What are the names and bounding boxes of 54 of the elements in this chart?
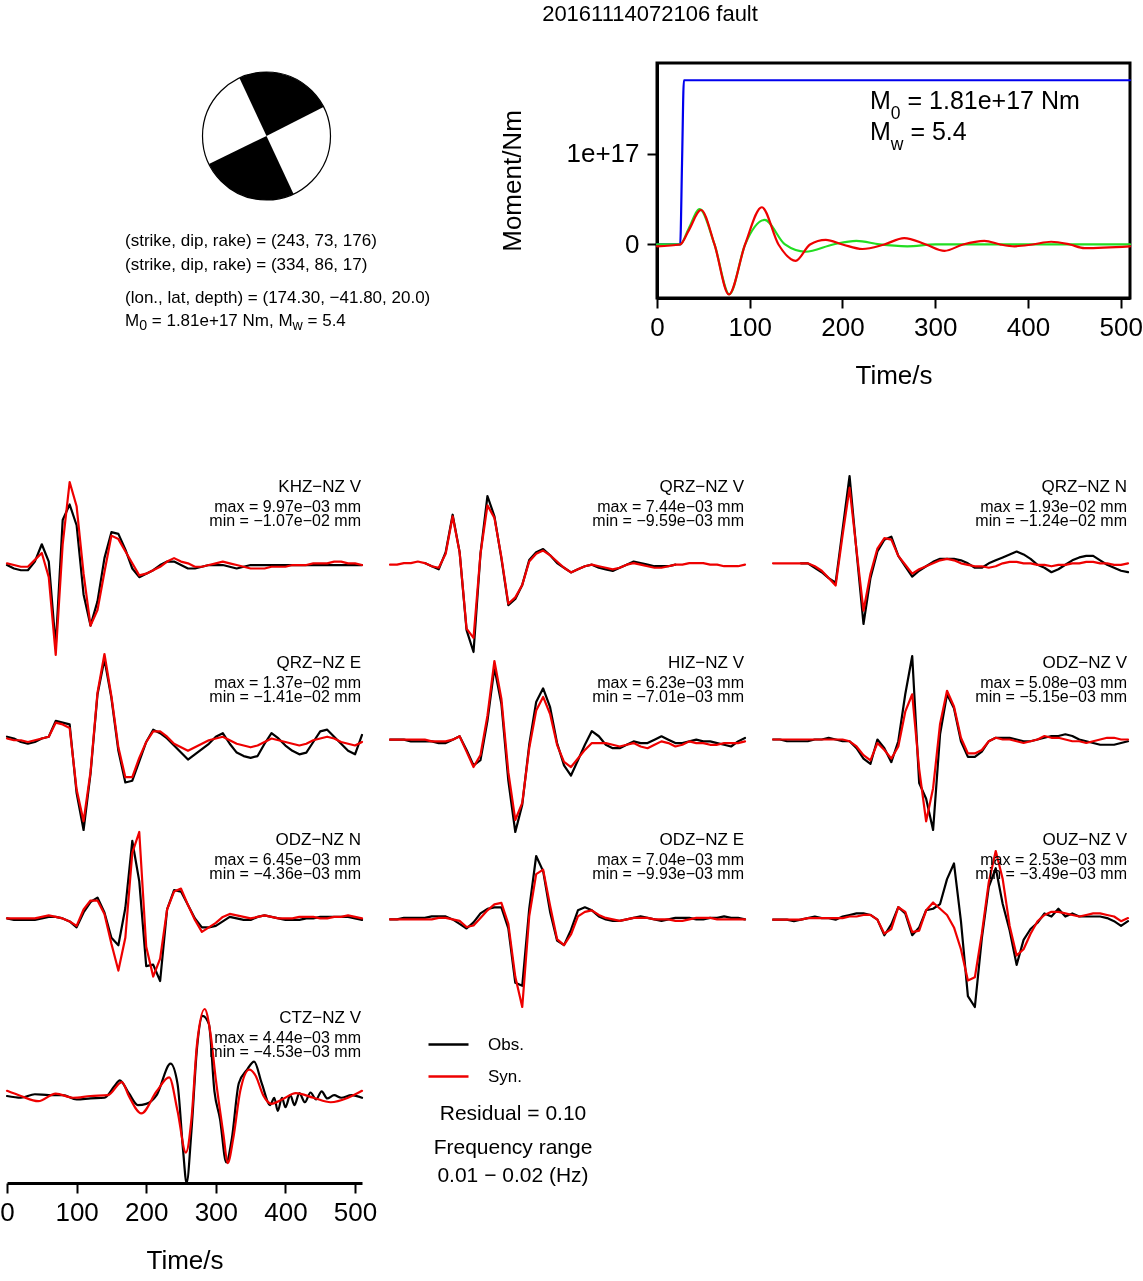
y-tick-label: 1e+17 [566, 138, 640, 169]
chart-title: CTZ−NZ V [279, 1008, 362, 1027]
x-tick-label: 0 [0, 1196, 15, 1227]
chart-title: 20161114072106 fault [542, 1, 758, 26]
annotation: min = −9.93e−03 mm [592, 865, 744, 882]
annotation: max = 5.08e−03 mm [980, 674, 1127, 691]
annotation: max = 9.97e−03 mm [214, 498, 361, 515]
text: (lon., lat, depth) = (174.30, −41.80, 20.0) [125, 288, 431, 308]
annotation: max = 7.44e−03 mm [597, 498, 744, 515]
chart-title: OUZ−NZ V [1042, 830, 1128, 849]
annotation: min = −1.24e−02 mm [975, 512, 1127, 529]
text: (strike, dip, rake) = (243, 73, 176) [125, 231, 377, 251]
text: 0.01 − 0.02 (Hz) [437, 1163, 589, 1186]
annotation: max = 1.37e−02 mm [214, 674, 361, 691]
annotation: max = 1.93e−02 mm [980, 498, 1127, 515]
text: (strike, dip, rake) = (334, 86, 17) [125, 255, 368, 275]
text: Residual = 0.10 [439, 1101, 587, 1124]
chart-title: ODZ−NZ N [275, 830, 361, 849]
x-tick-label: 0 [650, 311, 665, 342]
x-tick-label: 400 [264, 1196, 308, 1227]
chart-title: QRZ−NZ N [1041, 477, 1127, 496]
annotation: max = 7.04e−03 mm [597, 851, 744, 868]
legend-label: Obs. [488, 1034, 524, 1054]
legend-label: Syn. [488, 1066, 523, 1086]
x-tick-label: 500 [1099, 311, 1143, 342]
x-tick-label: 200 [821, 311, 865, 342]
x-axis-title: Time/s [146, 1244, 224, 1275]
x-tick-label: 200 [125, 1196, 169, 1227]
x-tick-label: 100 [728, 311, 772, 342]
x-tick-label: 300 [914, 311, 958, 342]
annotation: min = −7.01e−03 mm [592, 688, 744, 705]
annotation: M$_{0}$ = 1.81e+17 Nm [870, 86, 1080, 123]
text: M$_{0}$ = 1.81e+17 Nm, M$_{w}$ = 5.4 [125, 311, 346, 336]
chart-title: ODZ−NZ E [659, 830, 744, 849]
annotation: min = −4.36e−03 mm [209, 865, 361, 882]
annotation: max = 4.44e−03 mm [214, 1029, 361, 1046]
annotation: min = −1.07e−02 mm [209, 512, 361, 529]
chart-title: ODZ−NZ V [1042, 653, 1128, 672]
chart-title: HIZ−NZ V [667, 653, 745, 672]
x-tick-label: 300 [194, 1196, 239, 1227]
annotation: min = −9.59e−03 mm [592, 512, 744, 529]
x-tick-label: 100 [55, 1196, 99, 1227]
annotation: max = 6.23e−03 mm [597, 674, 744, 691]
annotation: min = −1.41e−02 mm [209, 688, 361, 705]
y-axis-title: Moment/Nm [497, 110, 528, 252]
x-axis-title: Time/s [855, 359, 933, 390]
x-tick-label: 500 [333, 1196, 378, 1227]
annotation: max = 6.45e−03 mm [214, 851, 361, 868]
x-tick-label: 400 [1006, 311, 1051, 342]
annotation: min = −5.15e−03 mm [975, 688, 1127, 705]
chart-title: KHZ−NZ V [278, 477, 362, 496]
chart-title: QRZ−NZ E [276, 653, 361, 672]
text: Frequency range [433, 1135, 593, 1158]
chart-title: QRZ−NZ V [659, 477, 745, 496]
